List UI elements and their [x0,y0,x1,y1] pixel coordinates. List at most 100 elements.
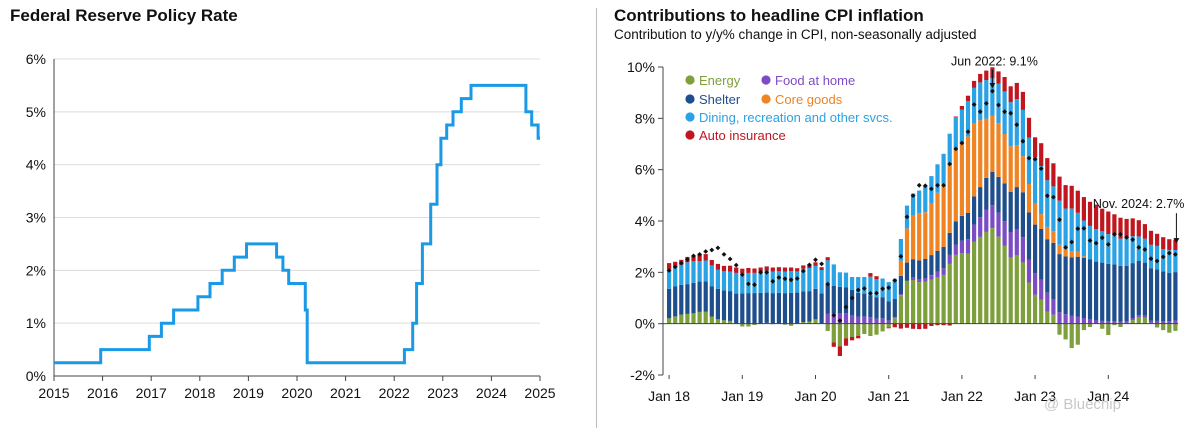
bar-segment [1008,146,1013,192]
bar-segment [856,277,861,293]
bar-segment [898,260,903,276]
bar-segment [721,320,727,324]
bar-segment [1069,316,1074,324]
bar-segment [1008,86,1013,103]
headline-marker [788,277,794,283]
bar-segment [959,253,964,324]
legend-label-auto-insurance: Auto insurance [699,128,786,143]
bar-segment [929,323,934,326]
bar-segment [667,263,672,270]
bar-segment [953,244,958,255]
bar-segment [1173,272,1178,321]
bar-segment [850,323,855,337]
bar-segment [923,281,928,324]
bar-segment [1033,224,1038,274]
y-tick-label: -2% [630,367,655,383]
y-tick-label: 2% [635,264,655,280]
bar-segment [782,267,788,272]
bar-segment [1130,320,1135,324]
bar-segment [911,193,916,216]
bar-segment [978,82,983,121]
bar-segment [673,267,678,287]
bar-segment [941,153,946,184]
bar-segment [1081,257,1086,318]
bar-segment [703,254,708,261]
bar-segment [1069,257,1074,316]
bar-segment [1039,166,1044,215]
headline-marker [776,275,782,280]
y-tick-label: 8% [635,110,655,126]
headline-marker [1118,231,1123,237]
bar-segment [917,282,922,324]
headline-marker [965,129,971,135]
headline-marker [1130,237,1136,243]
x-tick-label: 2023 [427,385,458,401]
bar-segment [929,279,934,324]
headline-marker [703,249,709,254]
bar-segment [709,260,714,266]
y-tick-label: 4% [26,157,46,173]
bar-segment [947,263,952,324]
bar-segment [1100,262,1105,321]
headline-marker [746,281,751,287]
bar-segment [1020,237,1025,263]
bar-segment [1094,320,1099,324]
bar-segment [856,316,861,324]
bar-segment [795,268,800,272]
y-tick-label: 5% [26,104,46,120]
x-tick-label: Jan 19 [721,388,763,404]
bar-segment [1173,320,1178,324]
bar-segment [715,263,720,270]
bar-segment [917,190,922,214]
bar-segment [923,278,928,282]
bar-segment [752,323,757,325]
bar-segment [874,279,879,298]
bar-segment [874,276,879,280]
bar-segment [929,275,934,280]
bar-segment [801,291,806,323]
bar-segment [1069,185,1074,209]
bar-segment [1033,137,1038,158]
bar-segment [1167,321,1172,324]
headline-marker [672,264,678,270]
bar-segment [1161,271,1166,322]
headline-marker [910,193,916,198]
bar-segment [984,80,989,119]
bar-segment [685,284,690,314]
bar-segment [752,268,757,273]
bar-segment [917,323,922,330]
bar-segment [1081,256,1086,258]
bar-segment [911,215,916,260]
bar-segment [935,164,940,193]
bar-segment [880,318,885,324]
bar-segment [911,280,916,324]
bar-segment [789,267,794,272]
bar-segment [996,176,1001,213]
bar-segment [728,265,733,272]
bar-segment [1008,192,1013,232]
headline-marker [782,276,788,282]
bar-segment [795,292,800,324]
bar-segment [697,261,702,282]
bar-segment [764,266,769,271]
bar-segment [862,277,867,294]
bar-segment [825,260,830,285]
x-tick-label: 2022 [379,385,410,401]
bar-segment [1094,204,1099,229]
bar-segment [1069,323,1074,349]
bar-segment [886,323,891,328]
bar-segment [911,259,916,278]
bar-segment [935,250,940,272]
bar-segment [1161,323,1166,331]
bar-segment [1057,254,1062,313]
bar-segment [1051,186,1056,232]
bar-segment [1130,236,1135,264]
headline-marker [868,291,873,296]
bar-segment [1002,245,1007,324]
legend-marker-energy [685,75,695,85]
headline-marker [715,245,721,251]
bar-segment [911,323,916,329]
bar-segment [831,342,836,347]
bar-segment [1100,323,1105,329]
bar-segment [1161,237,1166,249]
